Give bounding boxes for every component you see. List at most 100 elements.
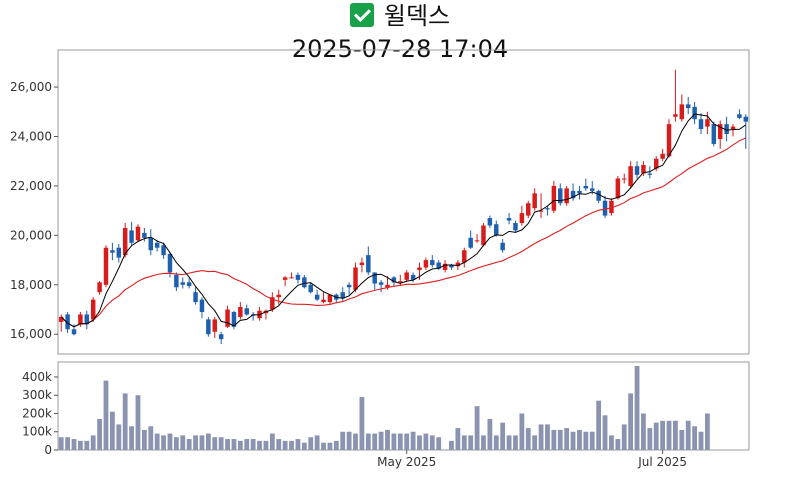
price-plot-area [57, 49, 750, 355]
volume-bar [513, 435, 518, 450]
candle [180, 277, 186, 289]
volume-bar [506, 435, 512, 450]
candle [711, 121, 717, 147]
volume-bar [589, 431, 595, 450]
volume-bar [525, 428, 531, 450]
candle [282, 276, 288, 287]
volume-bar [173, 437, 179, 450]
candle [653, 156, 659, 172]
candle [78, 311, 83, 327]
volume-bar [353, 433, 358, 450]
candle [494, 220, 499, 237]
candle [724, 116, 729, 142]
candle [225, 305, 230, 329]
candle [378, 279, 384, 293]
candle [398, 274, 403, 287]
volume-bar [129, 426, 134, 450]
candle [462, 247, 467, 268]
candle [679, 94, 685, 122]
volume-bar [231, 439, 237, 450]
candle [161, 242, 166, 259]
volume-bar [519, 413, 525, 450]
candle [570, 183, 576, 201]
volume-bar [135, 395, 141, 450]
candle [199, 297, 205, 319]
volume-bar [122, 393, 128, 450]
candle [218, 331, 224, 345]
volume-bar [250, 439, 256, 450]
candle [519, 205, 525, 226]
volume-bar [333, 440, 339, 450]
check-icon [349, 3, 374, 27]
candle [302, 274, 307, 289]
volume-bar [372, 433, 378, 450]
price-tick-label: 18,000 [10, 278, 52, 292]
candle [430, 255, 435, 268]
candle [538, 193, 544, 219]
candle [526, 200, 531, 219]
volume-bar [679, 429, 685, 450]
candle [698, 113, 704, 135]
chart-datetime: 2025-07-28 17:04 [291, 35, 509, 63]
candle [513, 220, 518, 233]
candle [148, 229, 154, 256]
candle [174, 272, 179, 291]
candle [673, 69, 678, 122]
volume-bar [154, 433, 160, 450]
volume-bar [212, 437, 218, 450]
candle [193, 287, 198, 305]
price-tick-label: 20,000 [10, 228, 52, 242]
volume-bar [423, 433, 429, 450]
candle [500, 239, 505, 253]
candle [481, 223, 486, 247]
candle [558, 183, 563, 206]
volume-bar [653, 422, 659, 450]
volume-bar [359, 397, 365, 450]
candle [308, 282, 313, 294]
candle [506, 213, 512, 225]
candle [295, 272, 301, 284]
volume-bar [385, 429, 390, 450]
candle [615, 176, 621, 200]
volume-bar [538, 424, 544, 450]
candle [551, 180, 557, 214]
volume-bar [449, 440, 454, 450]
candle [340, 287, 345, 303]
volume-bar [634, 366, 640, 450]
candle [717, 120, 723, 149]
price-tick-label: 26,000 [10, 80, 52, 94]
candle [532, 188, 537, 211]
volume-bar [180, 435, 186, 450]
volume-tick-label: 0 [44, 443, 52, 457]
volume-bar [148, 426, 154, 450]
volume-bar [321, 442, 326, 450]
candle [238, 302, 243, 320]
stock-name: 윌덱스 [383, 2, 451, 30]
volume-bar [77, 440, 83, 450]
volume-bar [167, 433, 173, 450]
candle [186, 277, 192, 289]
volume-bar [193, 435, 198, 450]
candle [404, 269, 409, 283]
volume-bar [282, 440, 288, 450]
candle [737, 109, 742, 120]
volume-bar [314, 435, 320, 450]
candle [97, 281, 102, 295]
candle [116, 244, 122, 263]
volume-bar [641, 413, 646, 450]
candle [641, 161, 646, 177]
volume-bar [161, 435, 166, 450]
volume-bar [628, 393, 634, 450]
volume-bar [493, 435, 499, 450]
volume-plot-area [57, 361, 750, 451]
volume-bar [410, 431, 416, 450]
candle [423, 257, 429, 270]
volume-bar [289, 440, 294, 450]
candle [129, 221, 134, 246]
candle [442, 260, 448, 273]
candle [685, 96, 691, 115]
moving-average-long-line [60, 137, 747, 328]
candle [334, 293, 339, 304]
volume-bar [551, 429, 557, 450]
